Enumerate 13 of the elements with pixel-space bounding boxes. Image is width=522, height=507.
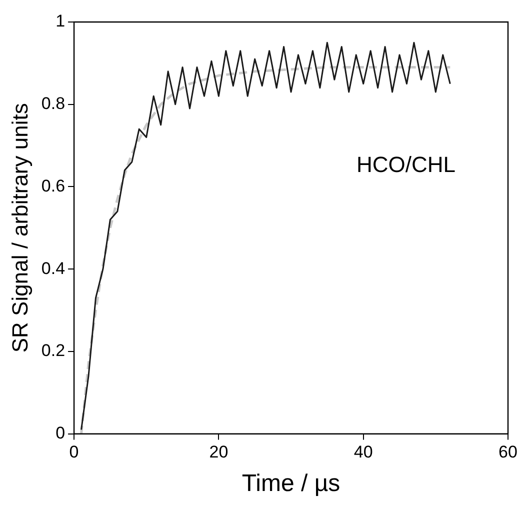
- y-tick-label: 0.2: [41, 341, 66, 360]
- y-tick-label: 0.8: [41, 94, 66, 114]
- annotation: HCO/CHL: [356, 152, 456, 178]
- y-axis-title: SR Signal / arbitrary units: [7, 103, 32, 353]
- x-tick-label: 60: [498, 442, 518, 462]
- x-tick-label: 0: [69, 442, 79, 462]
- y-tick-label: 1: [56, 12, 66, 31]
- x-tick-label: 40: [354, 442, 373, 462]
- y-tick-label: 0.4: [41, 258, 66, 278]
- x-axis-title: Time / µs: [242, 470, 340, 498]
- y-tick-label: 0: [56, 423, 66, 442]
- y-tick-label: 0.6: [41, 176, 66, 196]
- x-tick-label: 20: [209, 442, 228, 462]
